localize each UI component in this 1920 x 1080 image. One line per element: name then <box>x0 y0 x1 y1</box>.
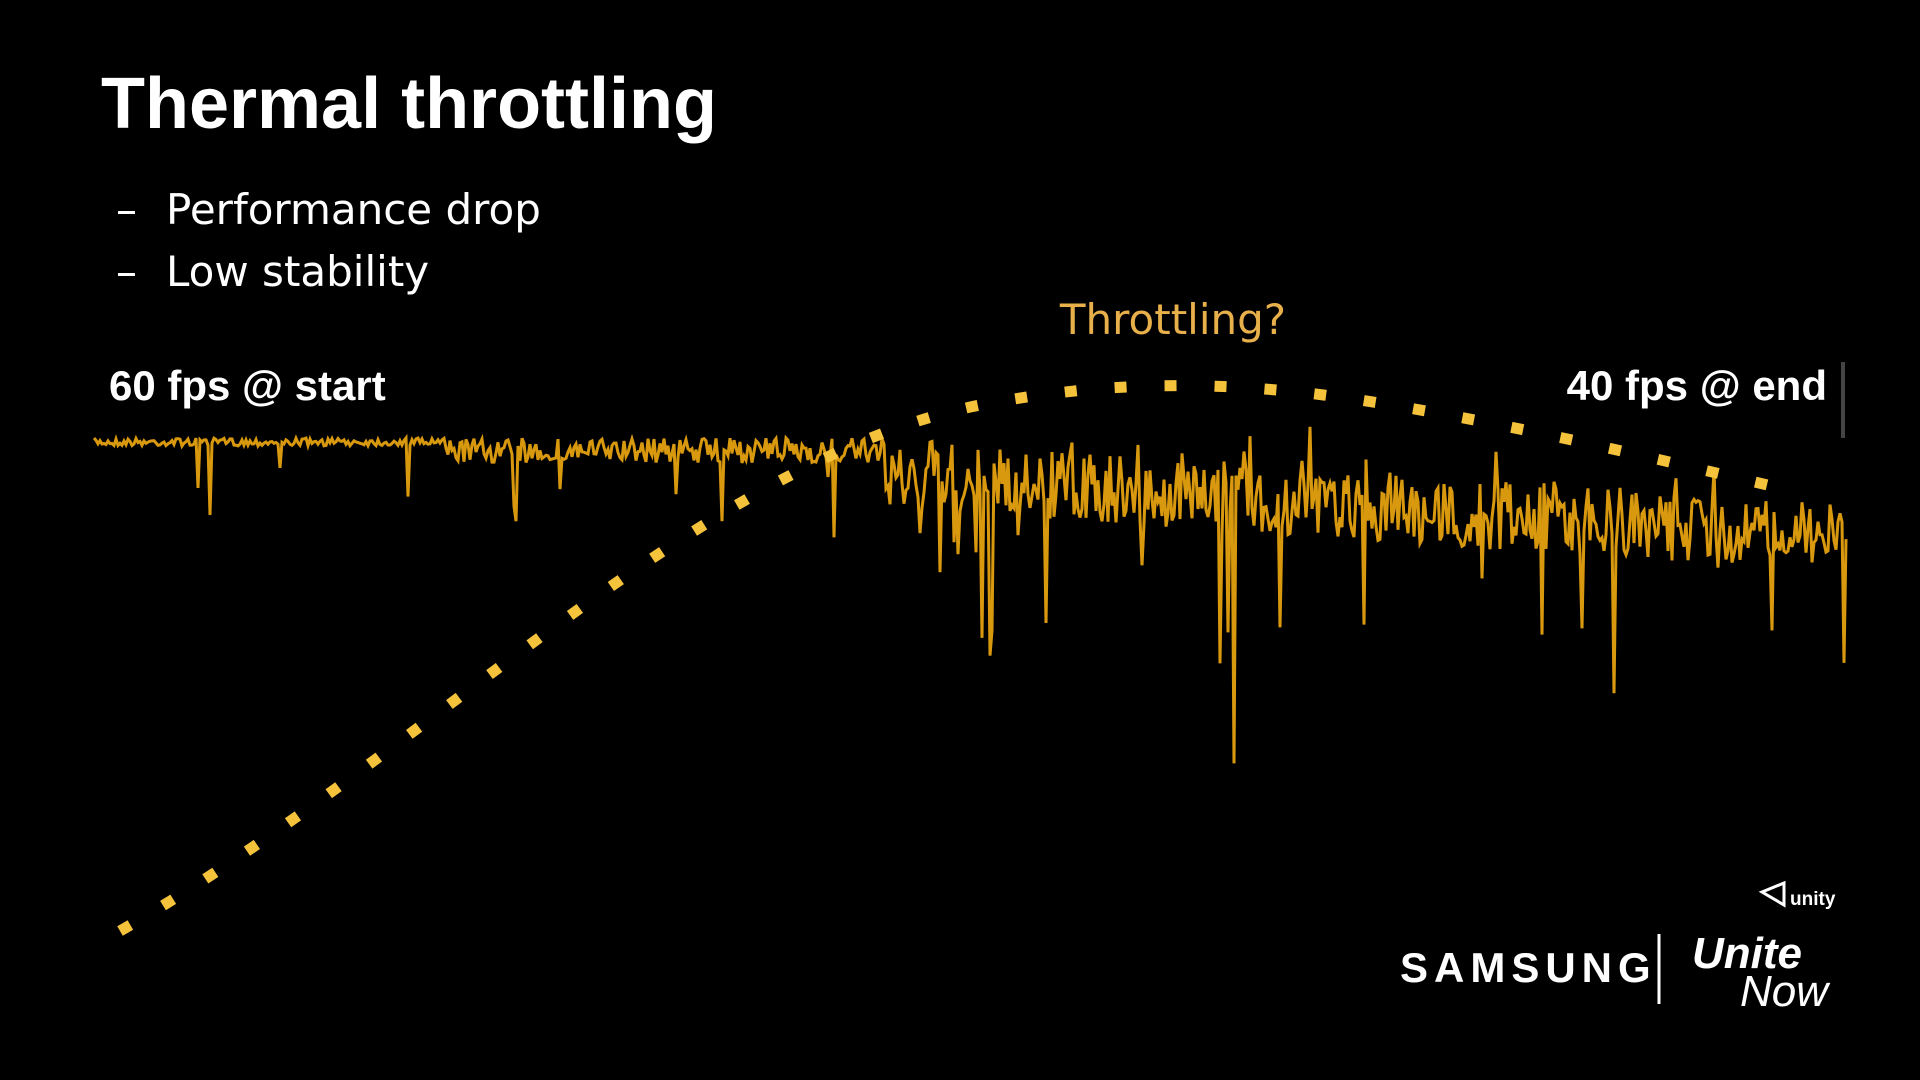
now-logo: Now <box>1740 967 1831 1016</box>
bullet-dash: – <box>116 247 137 296</box>
samsung-logo: SAMSUNG <box>1400 944 1657 991</box>
unity-logo: unity <box>1790 889 1836 910</box>
end-label: 40 fps @ end <box>1567 362 1827 409</box>
fps-line <box>92 426 1848 764</box>
annotation: Throttling? <box>1059 295 1286 344</box>
bullet: Performance drop <box>166 185 541 234</box>
unite-logo: Unite <box>1692 929 1802 978</box>
start-label: 60 fps @ start <box>109 362 386 409</box>
fps-trace <box>92 426 1848 764</box>
bullet: Low stability <box>166 247 429 296</box>
unity-icon <box>1758 880 1786 908</box>
bullet-dash: – <box>116 185 137 234</box>
slide-title: Thermal throttling <box>101 64 717 144</box>
